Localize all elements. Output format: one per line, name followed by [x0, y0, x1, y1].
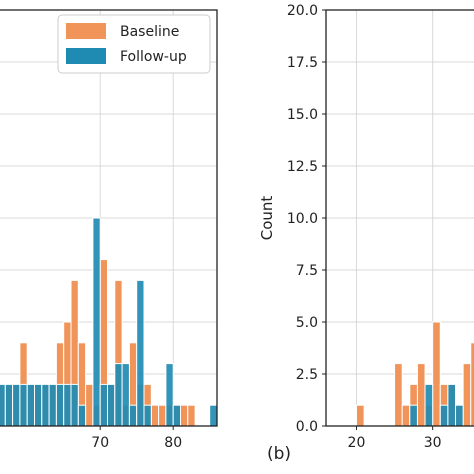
histogram-bar-follow-up: [447, 383, 457, 427]
panel-a-frame: [0, 9, 218, 427]
histogram-bar-baseline: [401, 404, 411, 427]
histogram-bar-follow-up: [77, 404, 87, 427]
histogram-bar-follow-up: [128, 404, 138, 427]
histogram-bar-follow-up: [439, 404, 449, 427]
histogram-bar-follow-up: [63, 383, 72, 427]
x-tick-label: 30: [424, 435, 442, 451]
histogram-bar-baseline: [394, 363, 403, 427]
histogram-bar-follow-up: [424, 383, 434, 427]
panel-b-y-ticks: 0.0 2.5 5.0 7.5 10.0 12.5 15.0 17.5 20.0: [287, 3, 326, 435]
histogram-bar-baseline: [432, 321, 441, 427]
histogram-bar-follow-up: [70, 383, 79, 427]
legend-label-follow-up: Follow-up: [120, 49, 187, 65]
histogram-bar-follow-up: [455, 404, 464, 427]
x-tick-label: 70: [91, 435, 109, 451]
histogram-bar-baseline: [470, 342, 474, 427]
histogram-bar-follow-up: [99, 383, 108, 427]
histogram-bar-follow-up: [34, 383, 43, 427]
histogram-bar-follow-up: [409, 404, 418, 427]
histogram-bar-follow-up: [114, 363, 123, 427]
panel-a-histogram: 70 80 Baseline Follow-up: [0, 9, 218, 451]
histogram-bar-baseline: [180, 404, 189, 427]
panel-b-y-axis-label: Count: [258, 196, 276, 241]
y-tick-label: 20.0: [287, 3, 318, 19]
y-tick-label: 17.5: [287, 55, 318, 71]
x-tick-label: 80: [164, 435, 182, 451]
histogram-bar-baseline: [85, 383, 94, 427]
y-tick-label: 0.0: [296, 419, 318, 435]
histogram-bar-follow-up: [19, 383, 28, 427]
histogram-bar-follow-up: [121, 363, 130, 427]
histogram-bar-baseline: [187, 404, 196, 427]
histogram-bar-follow-up: [26, 383, 36, 427]
histogram-bar-baseline: [158, 404, 167, 427]
panel-b-x-ticks: 20 30: [348, 426, 442, 451]
y-tick-label: 12.5: [287, 159, 318, 175]
legend-swatch-baseline: [66, 23, 106, 39]
histogram-bar-follow-up: [143, 404, 152, 427]
histogram-bar-baseline: [462, 363, 472, 427]
y-tick-label: 5.0: [296, 315, 318, 331]
histogram-bar-baseline: [150, 404, 160, 427]
histogram-bar-follow-up: [209, 404, 218, 427]
panel-b-label: (b): [267, 444, 291, 464]
histogram-bar-follow-up: [12, 383, 21, 427]
histogram-bar-follow-up: [107, 383, 116, 427]
y-tick-label: 15.0: [287, 107, 318, 123]
x-tick-label: 20: [348, 435, 366, 451]
histogram-bar-follow-up: [0, 383, 6, 427]
histogram-bar-follow-up: [48, 383, 57, 427]
y-tick-label: 10.0: [287, 211, 318, 227]
histogram-bar-follow-up: [92, 217, 101, 427]
panel-a-x-ticks: 70 80: [91, 426, 182, 451]
histogram-bar-follow-up: [136, 279, 145, 427]
histogram-bar-follow-up: [55, 383, 65, 427]
histogram-bar-baseline: [355, 404, 365, 427]
histogram-bar-baseline: [416, 363, 426, 427]
legend-swatch-follow-up: [66, 48, 106, 64]
histogram-bar-follow-up: [172, 404, 181, 427]
histogram-bar-follow-up: [41, 383, 50, 427]
histogram-bar-follow-up: [165, 363, 174, 427]
histogram-bar-follow-up: [4, 383, 14, 427]
panel-a-legend: Baseline Follow-up: [57, 14, 211, 74]
y-tick-label: 7.5: [296, 263, 318, 279]
y-tick-label: 2.5: [296, 367, 318, 383]
legend-label-baseline: Baseline: [120, 24, 179, 40]
panel-b-histogram: 0.02.55.07.510.012.515.017.520.0 20 30 Co…: [258, 3, 474, 464]
